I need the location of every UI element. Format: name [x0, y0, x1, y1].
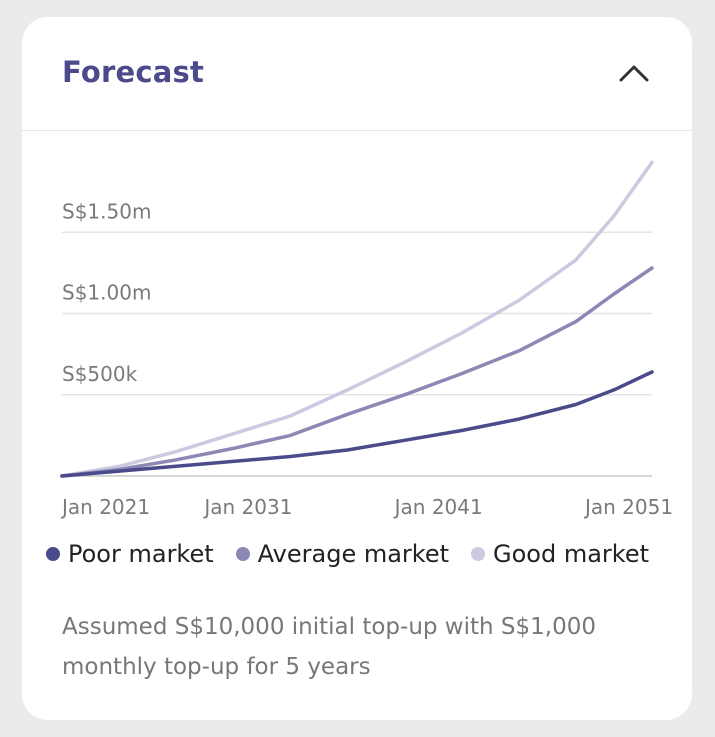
legend-item-good: Good market	[471, 540, 649, 568]
series-line-average-market	[60, 266, 654, 478]
legend-label-average: Average market	[257, 540, 450, 568]
y-tick-label: S$1.00m	[62, 281, 151, 305]
card-header[interactable]: Forecast	[22, 17, 692, 131]
assumption-note: Assumed S$10,000 initial top-up with S$1…	[62, 614, 596, 680]
legend-dot-poor	[46, 547, 60, 561]
x-tick-label: Jan 2041	[393, 495, 483, 519]
card-title: Forecast	[62, 55, 205, 89]
legend-dot-good	[471, 547, 486, 561]
legend-dot-average	[235, 547, 250, 561]
forecast-chart-svg: S$500k S$1.00m S$1.50m Jan 2021 Jan 2031 Jan …	[60, 160, 673, 519]
x-tick-label: Jan 2051	[583, 495, 673, 519]
legend-item-poor: Poor market	[46, 540, 214, 568]
legend-item-average: Average market	[235, 540, 450, 568]
y-tick-label: S$1.50m	[62, 199, 151, 223]
series-line-good-market	[60, 160, 654, 478]
y-tick-label: S$500k	[62, 362, 138, 386]
x-tick-label: Jan 2031	[202, 495, 292, 519]
x-tick-label: Jan 2021	[60, 495, 150, 519]
chevron-up-icon	[619, 65, 649, 82]
series-line-poor-market	[60, 370, 654, 478]
chart-legend: Poor market Average market Good market	[46, 540, 649, 568]
legend-label-poor: Poor market	[68, 540, 214, 568]
collapse-button[interactable]	[610, 53, 658, 93]
forecast-chart: S$500k S$1.00m S$1.50m Jan 2021 Jan 2031 Jan …	[22, 131, 692, 531]
legend-label-good: Good market	[493, 540, 650, 568]
forecast-card: Forecast S$500k S$1.00m S$1.50m Jan 2021 Jan…	[22, 17, 692, 720]
